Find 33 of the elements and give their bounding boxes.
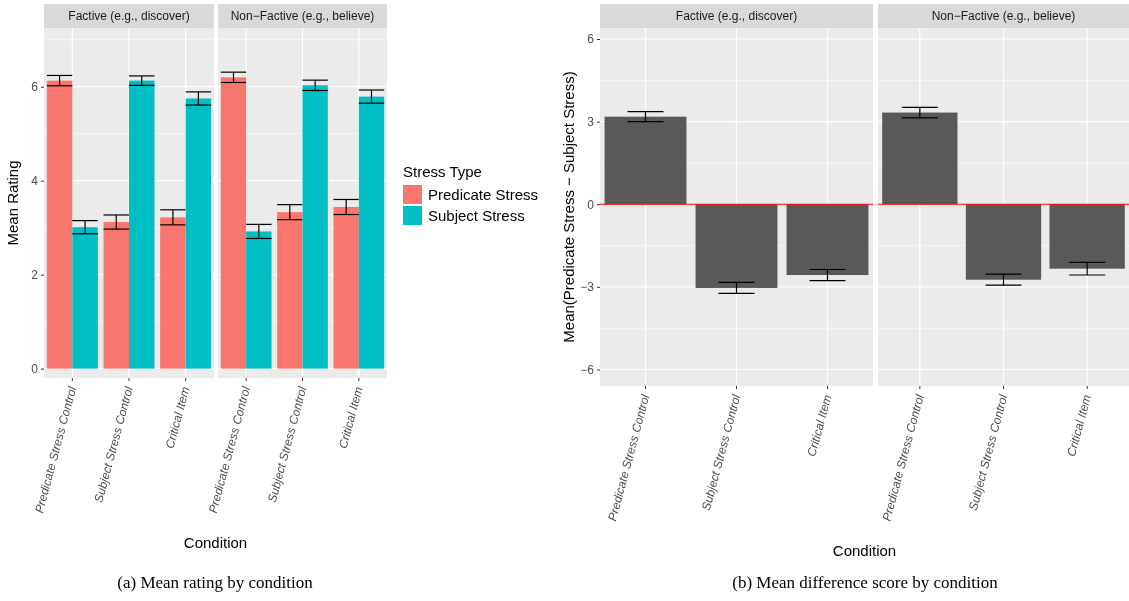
legend-label: Subject Stress <box>428 207 525 224</box>
x-axis-title: Condition <box>832 542 897 559</box>
x-tick-label: Critical Item <box>335 385 366 450</box>
legend-title: Stress Type <box>403 163 482 180</box>
x-tick-label: Critical Item <box>804 393 835 458</box>
y-tick-label: 0 <box>31 361 39 376</box>
chart-title: Non−Factive (e.g., believe) <box>931 9 1076 23</box>
y-tick-label: 6 <box>31 80 39 95</box>
chart-title: Factive (e.g., discover) <box>675 9 798 23</box>
x-tick-label: Subject Stress Control <box>264 384 310 505</box>
x-tick-label: Critical Item <box>1064 393 1095 458</box>
text: (a) Mean rating by condition <box>117 573 314 592</box>
y-tick-label: 4 <box>31 174 39 189</box>
x-tick-label: Subject Stress Control <box>91 384 136 505</box>
x-tick-label: Predicate Stress Control <box>205 384 254 515</box>
x-tick-label: Predicate Stress Control <box>879 392 927 523</box>
x-tick-label: Subject Stress Control <box>965 392 1011 513</box>
y-tick-label: 6 <box>587 32 595 47</box>
y-axis-title: Mean Rating <box>4 160 21 246</box>
y-tick-label: −6 <box>580 362 595 377</box>
y-tick-label: 0 <box>587 197 595 212</box>
x-axis-title: Condition <box>183 534 248 551</box>
y-tick-label: 3 <box>587 114 595 129</box>
y-tick-label: −3 <box>580 280 595 295</box>
chart-title: Factive (e.g., discover) <box>68 9 190 23</box>
x-tick-label: Predicate Stress Control <box>32 384 80 515</box>
legend-label: Predicate Stress <box>428 186 539 203</box>
x-tick-label: Critical Item <box>162 385 193 450</box>
x-tick-label: Subject Stress Control <box>698 392 744 513</box>
y-axis-title: Mean(Predicate Stress − Subject Stress) <box>560 71 577 343</box>
text: (b) Mean difference score by condition <box>732 573 999 592</box>
y-tick-label: 2 <box>31 267 39 282</box>
chart-title: Non−Factive (e.g., believe) <box>230 9 375 23</box>
